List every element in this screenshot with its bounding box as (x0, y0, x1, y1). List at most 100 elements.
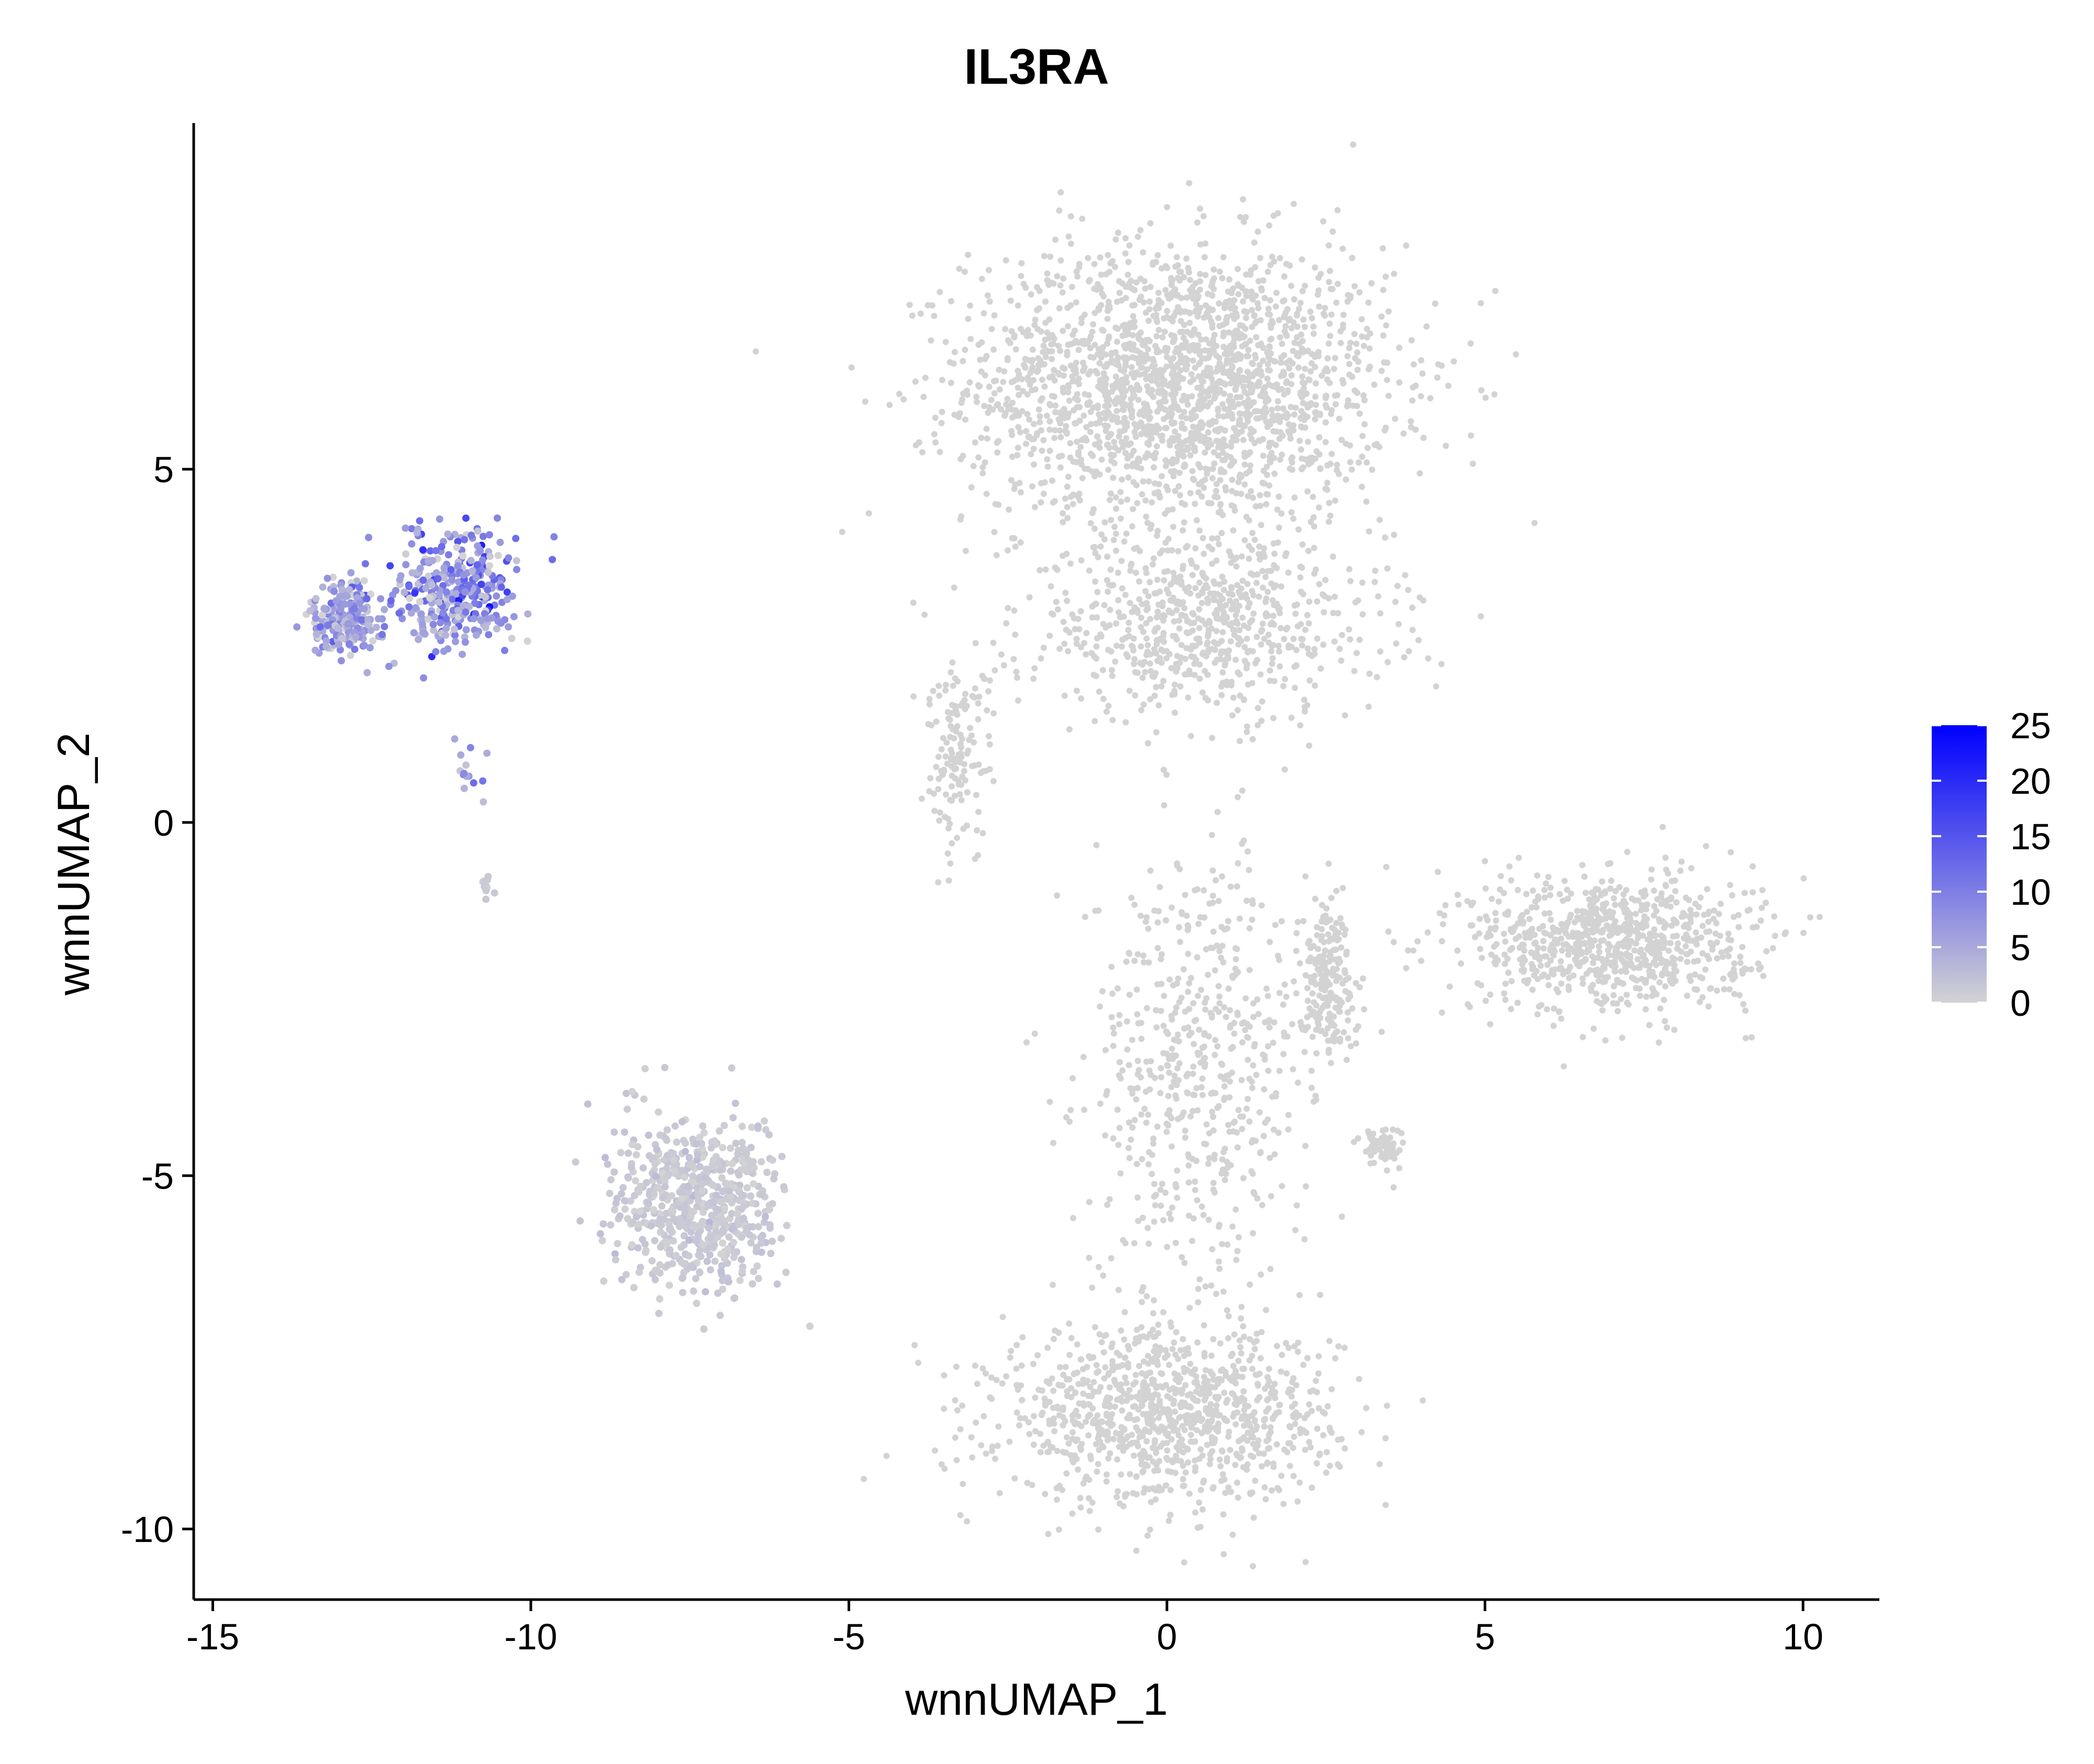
cell-point (1228, 443, 1234, 450)
cell-point (1132, 1379, 1139, 1385)
cell-point (1060, 327, 1066, 334)
cell-point (1150, 555, 1157, 562)
cell-point (1094, 614, 1100, 621)
cell-point (1352, 355, 1358, 362)
cell-point (1159, 334, 1166, 341)
cell-point (1358, 333, 1365, 340)
cell-point (1096, 1447, 1102, 1454)
cell-point (1564, 895, 1571, 902)
cell-point (1306, 1401, 1312, 1408)
cell-point (967, 336, 974, 342)
cell-point (1126, 1119, 1132, 1126)
cell-point (1016, 1422, 1022, 1429)
cell-point (1266, 1445, 1273, 1451)
cell-point (1194, 1427, 1200, 1434)
cell-point (991, 529, 998, 536)
cell-point (1280, 1501, 1287, 1507)
cell-point (1323, 1449, 1330, 1456)
cell-point (1121, 1309, 1128, 1315)
cell-point (1151, 692, 1158, 699)
cell-point (1046, 633, 1053, 639)
cell-point (1192, 585, 1199, 592)
cell-point (1077, 608, 1084, 615)
cell-point (1067, 493, 1074, 500)
cell-point (1136, 1396, 1143, 1403)
cell-point (1241, 481, 1248, 488)
cell-point (1372, 568, 1378, 574)
cell-point (1094, 1468, 1100, 1475)
cell-point (1202, 302, 1209, 309)
cell-point (1090, 1388, 1097, 1395)
cell-point (1434, 869, 1441, 875)
cell-point (1233, 490, 1240, 497)
cell-point (982, 356, 988, 362)
cell-point (1234, 582, 1241, 589)
cell-point (1283, 331, 1289, 338)
cell-point (1171, 385, 1178, 392)
cell-point (1039, 376, 1045, 383)
cell-point (1665, 870, 1672, 877)
cell-point (1290, 1473, 1297, 1479)
cell-point (1403, 242, 1410, 249)
cell-point (1138, 1324, 1145, 1330)
cell-point (1199, 1506, 1206, 1513)
cell-point (1141, 412, 1148, 419)
cell-point (1109, 383, 1116, 390)
cell-point (1250, 361, 1256, 368)
cell-point (1251, 239, 1257, 246)
cell-point (1234, 707, 1241, 714)
cell-point (1301, 708, 1308, 715)
cell-point (1534, 872, 1541, 879)
cell-point (1232, 945, 1239, 951)
cell-point (1151, 646, 1157, 652)
cell-point (965, 251, 972, 258)
cell-point (1295, 1079, 1301, 1086)
cell-point (1166, 1069, 1173, 1076)
cell-point (1254, 1371, 1261, 1378)
cell-point (1066, 1351, 1073, 1358)
cell-point (1209, 867, 1216, 874)
cell-point (1167, 1319, 1174, 1326)
cell-point (1249, 916, 1255, 923)
cell-point (1185, 265, 1191, 272)
cell-point (1191, 1414, 1198, 1420)
cell-point (1390, 939, 1397, 946)
cell-point (1139, 1433, 1146, 1439)
cell-point (968, 484, 975, 491)
cell-point (1184, 446, 1191, 453)
cell-point (1304, 702, 1311, 708)
cell-point (1016, 392, 1022, 398)
cell-point (1062, 590, 1069, 596)
cell-point (1405, 586, 1411, 593)
cell-point (1329, 286, 1336, 292)
cell-point (1266, 439, 1273, 446)
cell-point (1266, 482, 1273, 489)
points-layer (293, 141, 1823, 1570)
cell-point (1292, 611, 1299, 617)
cell-point (1208, 625, 1215, 632)
cell-point (1255, 1011, 1262, 1017)
cell-point (1157, 1370, 1164, 1377)
cell-point (1217, 502, 1224, 508)
cell-point (1250, 373, 1256, 380)
cell-point (1234, 1009, 1241, 1016)
cell-point (1220, 333, 1227, 340)
cell-point (1177, 376, 1184, 383)
cell-point (1261, 553, 1268, 560)
cell-point (1261, 1423, 1267, 1430)
cell-point (1015, 424, 1022, 430)
cell-point (1260, 1051, 1266, 1058)
cell-point (1198, 384, 1205, 391)
cell-point (1195, 436, 1202, 442)
cell-point (1078, 457, 1085, 463)
cell-point (1013, 669, 1020, 675)
cell-point (1154, 528, 1161, 535)
cell-point (1164, 345, 1171, 352)
cell-point (1079, 475, 1086, 482)
cell-point (1141, 400, 1148, 407)
cell-point (1191, 660, 1198, 667)
cell-point (1425, 655, 1432, 662)
cell-point (1045, 1448, 1052, 1455)
cell-point (1208, 370, 1215, 377)
cell-point (1237, 367, 1243, 374)
